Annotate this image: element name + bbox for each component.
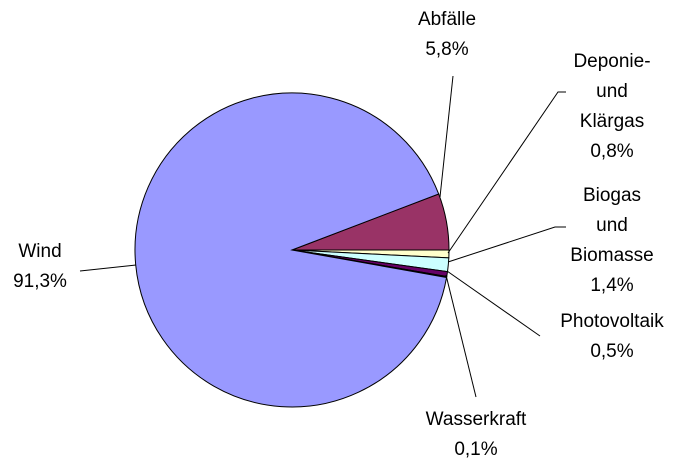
value-label: 0,5% [590,341,634,362]
leader-line [439,75,454,198]
category-label: Photovoltaik [560,311,664,332]
leader-line [445,274,477,398]
slice-label: Wasserkraft 0,1% [426,405,527,464]
leader-line [446,270,541,337]
value-label: 91,3% [13,271,67,292]
leader-line [79,264,137,272]
value-label: 0,8% [590,141,634,162]
slice-label: Wind 91,3% [13,237,67,297]
leader-line [447,91,566,254]
value-label: 1,4% [590,275,634,296]
value-label: 5,8% [425,39,469,60]
slice-label: Abfälle 5,8% [418,5,476,65]
category-label: Wasserkraft [425,409,527,430]
category-label: Deponie- und Klärgas [573,51,651,132]
category-label: Wind [18,241,62,262]
category-label: Abfälle [417,9,477,30]
category-label: Biogas und Biomasse [570,185,654,266]
slice-label: Deponie- und Klärgas 0,8% [569,47,655,167]
leader-lines [79,75,566,398]
leader-line [447,226,566,263]
value-label: 0,1% [454,439,498,460]
slice-label: Photovoltaik 0,5% [560,307,664,367]
slice-label: Biogas und Biomasse 1,4% [569,181,655,301]
